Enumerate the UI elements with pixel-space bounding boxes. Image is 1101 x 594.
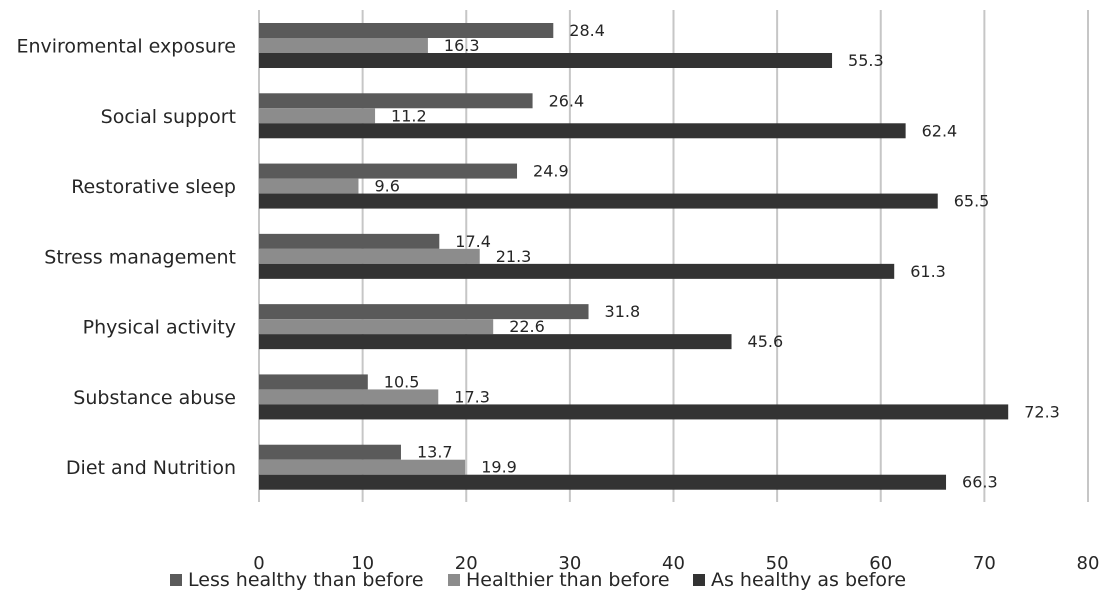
data-label: 55.3	[848, 51, 884, 70]
data-labels: 28.4 16.3 55.3 26.4 11.2 62.4 24.9 9.6 65.5 17.4 2…	[374, 21, 1059, 492]
legend-swatch	[170, 574, 182, 586]
data-label: 17.3	[454, 387, 490, 406]
data-label: 13.7	[417, 443, 453, 462]
x-tick-label: 70	[973, 553, 996, 574]
bar	[259, 38, 428, 53]
x-tick-label: 80	[1077, 553, 1100, 574]
x-tick-label: 10	[351, 553, 374, 574]
data-label: 62.4	[922, 121, 958, 140]
data-label: 26.4	[549, 91, 585, 110]
category-label: Social support	[101, 106, 236, 128]
data-label: 10.5	[384, 372, 420, 391]
legend-label: Less healthy than before	[188, 569, 424, 591]
x-axis-ticks: 0 10 20 30 40 50 60 70 80	[253, 553, 1099, 574]
bar	[259, 233, 440, 249]
gridlines	[258, 10, 1089, 502]
bar	[259, 444, 401, 460]
data-label: 72.3	[1024, 402, 1060, 421]
data-label: 24.9	[533, 162, 569, 181]
bar	[259, 93, 533, 109]
legend: Less healthy than before Healthier than b…	[170, 569, 906, 591]
bar	[259, 108, 376, 124]
category-label: Enviromental exposure	[16, 36, 236, 58]
data-label: 61.3	[910, 262, 946, 281]
legend-swatch	[448, 574, 460, 586]
data-label: 21.3	[496, 247, 532, 266]
data-label: 9.6	[374, 177, 399, 196]
data-label: 16.3	[444, 36, 480, 55]
x-tick-label: 40	[662, 553, 685, 574]
bar	[259, 334, 732, 350]
legend-label: Healthier than before	[466, 569, 670, 591]
data-label: 17.4	[455, 232, 491, 251]
bar	[259, 53, 833, 68]
data-label: 19.9	[481, 458, 517, 477]
bar	[259, 474, 947, 490]
data-label: 22.6	[509, 317, 545, 336]
x-tick-label: 0	[253, 553, 264, 574]
data-label: 11.2	[391, 106, 427, 125]
x-tick-label: 50	[766, 553, 789, 574]
bar	[259, 23, 554, 38]
x-tick-label: 60	[869, 553, 892, 574]
bar	[259, 163, 518, 179]
bar	[259, 178, 359, 194]
legend-label: As healthy as before	[711, 569, 906, 591]
bar	[259, 374, 368, 390]
category-label: Substance abuse	[73, 387, 236, 409]
bar	[259, 389, 439, 405]
data-label: 31.8	[605, 302, 641, 321]
bar	[259, 304, 589, 320]
bar	[259, 404, 1009, 420]
category-label: Restorative sleep	[71, 176, 236, 198]
bar	[259, 459, 466, 475]
bars	[259, 23, 1009, 490]
data-label: 45.6	[748, 332, 784, 351]
category-labels: Enviromental exposure Social support Resto…	[16, 36, 236, 480]
category-label: Diet and Nutrition	[66, 457, 236, 479]
category-label: Stress management	[44, 246, 236, 268]
x-tick-label: 30	[558, 553, 581, 574]
bar	[259, 319, 494, 335]
bar	[259, 263, 895, 279]
bar	[259, 193, 938, 209]
bar	[259, 248, 480, 264]
legend-swatch	[693, 574, 705, 586]
x-tick-label: 20	[455, 553, 478, 574]
category-label: Physical activity	[83, 317, 236, 339]
data-label: 66.3	[962, 473, 998, 492]
bar	[259, 123, 906, 139]
data-label: 65.5	[954, 192, 990, 211]
data-label: 28.4	[569, 21, 605, 40]
